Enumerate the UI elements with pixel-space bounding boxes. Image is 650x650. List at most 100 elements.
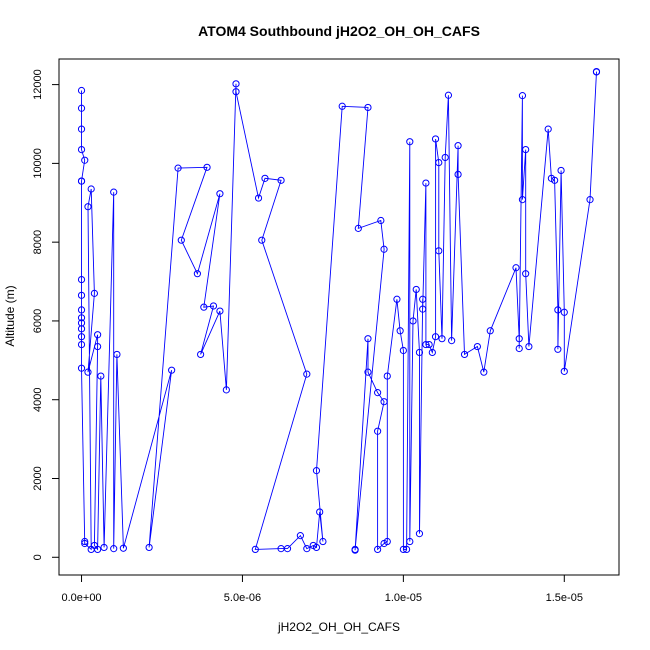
- data-point: [560, 367, 568, 375]
- data-point: [77, 104, 86, 112]
- data-point: [406, 537, 414, 546]
- data-point: [399, 346, 407, 355]
- data-point: [554, 306, 562, 314]
- data-point: [460, 350, 469, 359]
- data-point: [222, 386, 230, 394]
- data-point: [383, 537, 391, 546]
- data-point: [77, 275, 86, 284]
- data-point: [435, 158, 443, 167]
- data-point: [110, 188, 118, 196]
- data-point: [448, 337, 456, 345]
- data-point: [77, 333, 86, 341]
- data-point: [522, 145, 530, 154]
- data-point: [435, 247, 443, 255]
- data-point: [364, 368, 372, 376]
- data-point: [81, 156, 89, 164]
- data-point: [422, 179, 430, 187]
- series-layer: [77, 68, 601, 554]
- data-point: [415, 348, 424, 357]
- data-point: [77, 306, 86, 314]
- data-point: [486, 327, 494, 335]
- data-point: [354, 224, 362, 232]
- data-point: [77, 340, 86, 349]
- data-point: [193, 270, 201, 278]
- data-point: [444, 91, 453, 99]
- data-point: [312, 543, 321, 552]
- data-point: [312, 467, 321, 475]
- data-point: [197, 350, 205, 359]
- data-point: [232, 88, 240, 96]
- data-point: [97, 372, 105, 380]
- data-point: [94, 331, 102, 339]
- data-point: [81, 539, 89, 548]
- data-point: [319, 537, 327, 546]
- data-point: [216, 190, 224, 198]
- data-point: [480, 368, 488, 376]
- data-point: [94, 545, 102, 553]
- data-point: [177, 236, 185, 244]
- data-point: [110, 545, 118, 553]
- data-point: [145, 543, 153, 552]
- data-point: [200, 303, 208, 311]
- data-point: [518, 196, 527, 204]
- data-point: [560, 308, 568, 316]
- data-point: [77, 177, 86, 185]
- x-tick-label: 1.0e-05: [385, 592, 422, 604]
- y-tick-label: 12000: [32, 69, 44, 100]
- data-point: [232, 80, 240, 88]
- data-point: [515, 335, 523, 343]
- y-axis-label: Altitude (m): [3, 285, 17, 346]
- x-axis: 0.0e+00 5.0e-06 1.0e-05 1.5e-05: [61, 574, 583, 604]
- data-point: [254, 194, 263, 202]
- data-point: [431, 333, 440, 341]
- data-point: [454, 142, 462, 150]
- data-point: [77, 145, 86, 154]
- series-line: [81, 71, 597, 551]
- data-point: [203, 163, 211, 171]
- data-point: [551, 176, 559, 184]
- data-point: [399, 545, 407, 553]
- data-point: [119, 544, 127, 552]
- data-point: [216, 307, 224, 315]
- data-point: [412, 285, 420, 294]
- data-point: [113, 350, 121, 359]
- data-point: [374, 545, 382, 553]
- data-point: [364, 103, 372, 112]
- data-point: [428, 348, 436, 357]
- data-point: [77, 314, 86, 322]
- data-point: [351, 546, 359, 554]
- y-tick-label: 6000: [32, 309, 44, 333]
- data-point: [431, 135, 440, 143]
- data-point: [454, 170, 462, 179]
- data-point: [380, 398, 388, 406]
- data-point: [377, 216, 385, 225]
- data-point: [374, 427, 382, 435]
- data-point: [396, 327, 404, 335]
- data-point: [515, 344, 523, 353]
- data-point: [77, 325, 86, 333]
- data-point: [174, 164, 182, 172]
- data-point: [393, 295, 401, 303]
- data-point: [419, 305, 427, 313]
- data-point: [441, 153, 449, 162]
- data-point: [473, 342, 481, 351]
- chart-title: ATOM4 Southbound jH2O2_OH_OH_CAFS: [198, 23, 480, 39]
- x-tick-label: 5.0e-06: [224, 592, 261, 604]
- data-point: [425, 340, 433, 349]
- data-point: [522, 270, 530, 278]
- data-point: [77, 125, 86, 133]
- data-point: [525, 342, 533, 351]
- data-point: [374, 389, 382, 397]
- data-point: [84, 203, 92, 211]
- data-point: [283, 545, 292, 553]
- y-tick-label: 10000: [32, 148, 44, 179]
- y-tick-label: 8000: [32, 230, 44, 254]
- data-point: [406, 138, 414, 146]
- data-point: [512, 264, 520, 272]
- data-point: [383, 372, 391, 380]
- x-tick-label: 0.0e+00: [61, 592, 101, 604]
- data-point: [554, 345, 562, 353]
- data-point: [303, 370, 311, 378]
- data-point: [338, 102, 346, 110]
